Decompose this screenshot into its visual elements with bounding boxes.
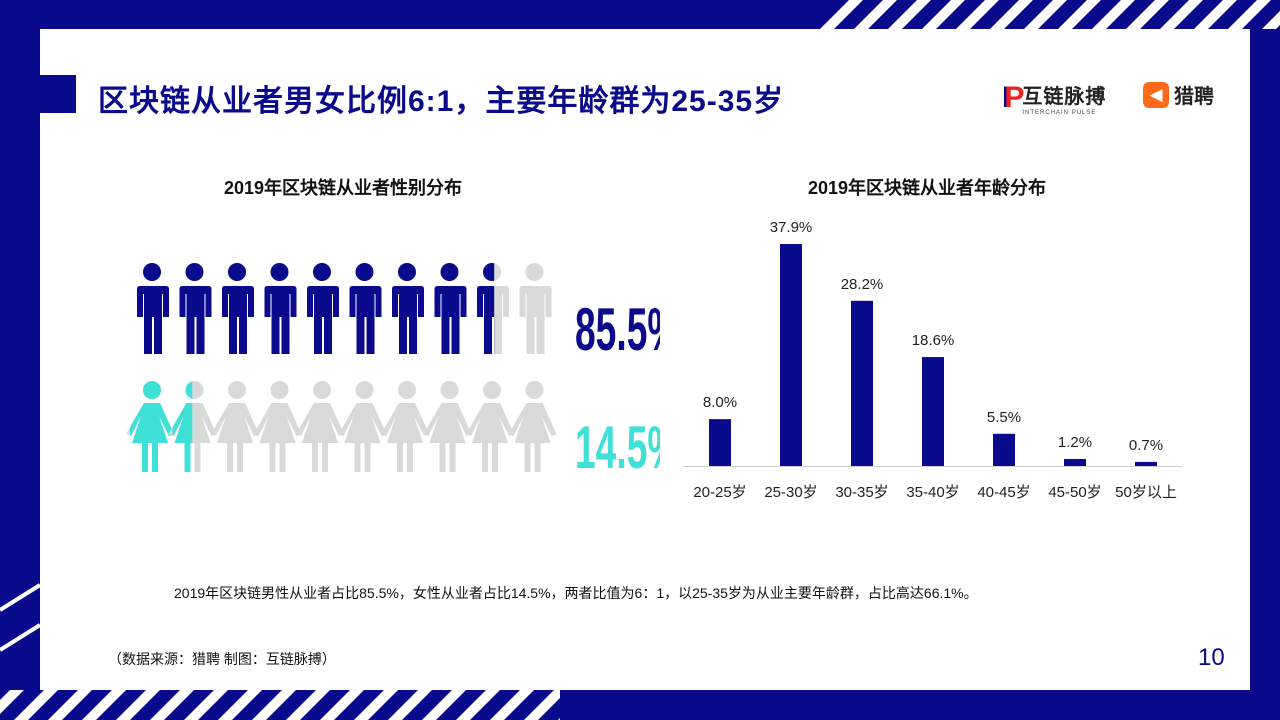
age-bar bbox=[851, 300, 873, 466]
age-bar-chart: 8.0% 20-25岁 37.9% 25-30岁 28.2% 30-35岁 18.6% 35-… bbox=[683, 219, 1182, 501]
male-person-icon bbox=[349, 263, 382, 354]
female-person-icon bbox=[423, 381, 472, 472]
female-person-icon bbox=[466, 381, 514, 472]
stripe-pattern-top bbox=[820, 0, 1280, 29]
summary-text: 2019年区块链男性从业者占比85.5%，女性从业者占比14.5%，两者比值为6… bbox=[174, 585, 978, 601]
category-label: 35-40岁 bbox=[906, 484, 959, 501]
male-person-icon bbox=[307, 263, 339, 354]
gender-pictograph: 85.5% 14.5% bbox=[126, 263, 660, 480]
content-card bbox=[40, 29, 1250, 690]
male-person-icon bbox=[434, 263, 467, 354]
interchain-pulse-logo: IP 互链脉搏 INTERCHAIN PULSE bbox=[1002, 80, 1106, 116]
female-person-icon bbox=[172, 381, 193, 472]
category-label: 20-25岁 bbox=[693, 484, 746, 501]
male-person-icon bbox=[434, 263, 467, 354]
liepin-logo-icon: ◀ bbox=[1143, 81, 1169, 108]
male-person-icon bbox=[222, 263, 254, 354]
male-person-icon bbox=[519, 263, 552, 354]
age-bar bbox=[922, 357, 944, 466]
bar-value-label: 18.6% bbox=[912, 332, 955, 349]
male-person-icon bbox=[477, 263, 495, 354]
female-person-icon bbox=[508, 381, 557, 472]
ip-logo-icon: IP bbox=[1002, 81, 1024, 114]
liepin-logo-text: 猎聘 bbox=[1174, 86, 1214, 108]
female-person-icon bbox=[296, 381, 344, 472]
male-person-icon bbox=[264, 263, 297, 354]
male-person-icon bbox=[264, 263, 297, 354]
bar-value-label: 0.7% bbox=[1129, 437, 1163, 454]
male-person-icon bbox=[179, 263, 212, 354]
age-bar bbox=[709, 419, 731, 466]
male-person-icon bbox=[179, 263, 212, 354]
gender-percent-label: 14.5% bbox=[575, 414, 660, 480]
stripe-pattern-bottom bbox=[0, 690, 560, 720]
age-bar bbox=[780, 244, 802, 466]
category-label: 50岁以上 bbox=[1115, 484, 1177, 501]
age-bar bbox=[1064, 458, 1086, 466]
male-person-icon bbox=[392, 263, 424, 354]
male-person-icon bbox=[137, 263, 169, 354]
age-chart-title: 2019年区块链从业者年龄分布 bbox=[808, 178, 1047, 198]
male-person-icon bbox=[222, 263, 254, 354]
male-person-icon bbox=[477, 263, 509, 354]
bar-value-label: 37.9% bbox=[770, 219, 813, 236]
gender-percent-label: 85.5% bbox=[575, 296, 660, 363]
female-person-icon bbox=[168, 381, 217, 472]
female-person-icon bbox=[338, 381, 387, 472]
data-source-note: （数据来源：猎聘 制图：互链脉搏） bbox=[108, 651, 336, 667]
female-person-icon bbox=[126, 381, 174, 472]
female-person-icon bbox=[130, 381, 174, 472]
liepin-logo: ◀ 猎聘 bbox=[1143, 80, 1214, 109]
gender-chart-title: 2019年区块链从业者性别分布 bbox=[224, 178, 463, 198]
bar-value-label: 8.0% bbox=[703, 394, 737, 411]
age-bar bbox=[993, 433, 1015, 466]
male-person-icon bbox=[307, 263, 339, 354]
stripe-pattern-left bbox=[0, 583, 42, 652]
age-bar bbox=[1135, 461, 1157, 466]
category-label: 30-35岁 bbox=[835, 484, 888, 501]
title-accent-bar bbox=[40, 75, 76, 113]
page-number: 10 bbox=[1198, 644, 1225, 671]
category-label: 40-45岁 bbox=[977, 484, 1030, 501]
interchain-logo-text: 互链脉搏 bbox=[1022, 86, 1107, 108]
page-title: 区块链从业者男女比例6:1，主要年龄群为25-35岁 bbox=[98, 85, 785, 118]
female-person-icon bbox=[253, 381, 302, 472]
category-label: 45-50岁 bbox=[1048, 484, 1101, 501]
bar-value-label: 5.5% bbox=[987, 409, 1021, 426]
interchain-logo-subtext: INTERCHAIN PULSE bbox=[1022, 110, 1097, 116]
female-person-icon bbox=[381, 381, 429, 472]
female-person-icon bbox=[211, 381, 259, 472]
category-label: 25-30岁 bbox=[764, 484, 817, 501]
male-person-icon bbox=[137, 263, 169, 354]
male-person-icon bbox=[349, 263, 382, 354]
bar-value-label: 28.2% bbox=[841, 276, 884, 293]
male-person-icon bbox=[392, 263, 424, 354]
bar-value-label: 1.2% bbox=[1058, 434, 1092, 451]
